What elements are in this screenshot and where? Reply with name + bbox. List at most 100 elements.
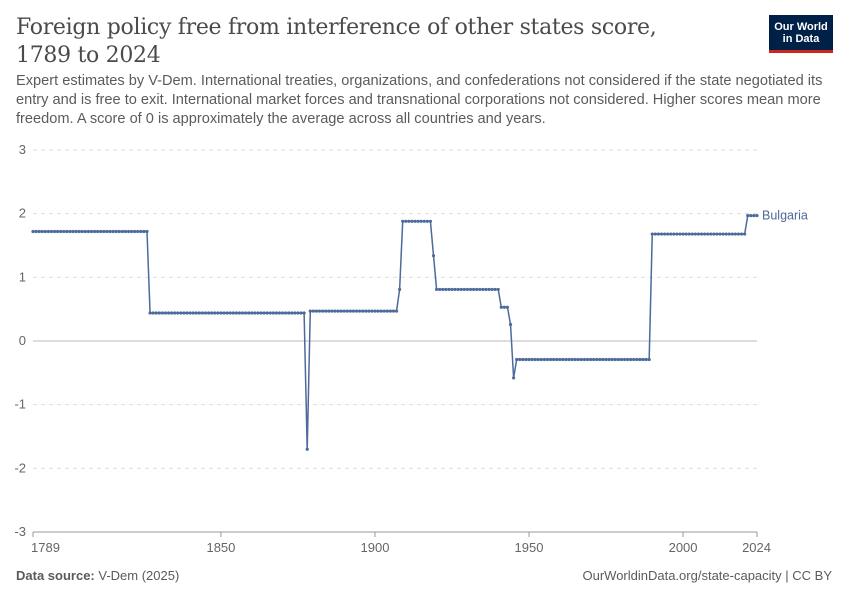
data-point[interactable] xyxy=(173,311,177,315)
data-point[interactable] xyxy=(225,311,229,315)
data-point[interactable] xyxy=(582,357,587,362)
data-point[interactable] xyxy=(524,357,528,362)
data-point[interactable] xyxy=(136,229,140,234)
data-point[interactable] xyxy=(616,357,620,362)
data-point[interactable] xyxy=(622,357,627,362)
data-point[interactable] xyxy=(345,309,349,313)
data-point[interactable] xyxy=(163,311,168,315)
data-point[interactable] xyxy=(518,357,522,362)
data-point[interactable] xyxy=(219,311,223,315)
data-point[interactable] xyxy=(536,357,540,362)
data-point[interactable] xyxy=(743,232,747,236)
data-point[interactable] xyxy=(545,357,550,362)
data-point[interactable] xyxy=(179,311,183,315)
data-point[interactable] xyxy=(52,229,57,234)
data-point[interactable] xyxy=(296,311,300,315)
owid-logo[interactable]: Our World in Data xyxy=(769,15,833,53)
source-url[interactable]: OurWorldinData.org/state-capacity | CC B… xyxy=(582,568,832,583)
data-point[interactable] xyxy=(589,357,593,362)
data-point[interactable] xyxy=(718,232,722,236)
data-point[interactable] xyxy=(342,309,346,313)
data-point[interactable] xyxy=(188,311,192,315)
series-label[interactable]: Bulgaria xyxy=(762,209,808,223)
data-point[interactable] xyxy=(89,229,94,234)
data-point[interactable] xyxy=(357,309,362,313)
data-point[interactable] xyxy=(552,357,556,362)
data-point[interactable] xyxy=(86,229,91,234)
data-point[interactable] xyxy=(496,287,500,292)
data-point[interactable] xyxy=(573,357,577,362)
data-point[interactable] xyxy=(253,311,257,315)
data-point[interactable] xyxy=(287,311,291,315)
data-point[interactable] xyxy=(462,287,466,292)
data-point[interactable] xyxy=(690,232,694,236)
data-point[interactable] xyxy=(669,232,673,236)
data-point[interactable] xyxy=(99,229,103,234)
data-point[interactable] xyxy=(558,357,562,362)
data-point[interactable] xyxy=(59,229,63,234)
data-point[interactable] xyxy=(207,311,211,315)
data-point[interactable] xyxy=(148,311,152,315)
data-point[interactable] xyxy=(598,357,602,362)
data-point[interactable] xyxy=(139,229,143,234)
data-point[interactable] xyxy=(385,309,389,313)
data-point[interactable] xyxy=(367,309,371,313)
data-point[interactable] xyxy=(40,229,44,234)
data-point[interactable] xyxy=(394,309,399,313)
data-point[interactable] xyxy=(191,311,195,315)
data-point[interactable] xyxy=(610,357,614,362)
series-bulgaria[interactable]: Bulgaria xyxy=(31,209,808,451)
data-point[interactable] xyxy=(284,311,288,315)
data-point[interactable] xyxy=(555,357,559,362)
data-point[interactable] xyxy=(197,311,201,315)
data-point[interactable] xyxy=(592,357,596,362)
data-point[interactable] xyxy=(404,219,408,223)
data-point[interactable] xyxy=(638,357,642,362)
data-point[interactable] xyxy=(308,309,312,313)
data-point[interactable] xyxy=(373,309,377,313)
data-point[interactable] xyxy=(305,447,309,451)
data-point[interactable] xyxy=(268,311,272,315)
data-point[interactable] xyxy=(102,229,106,234)
data-point[interactable] xyxy=(46,229,51,234)
data-point[interactable] xyxy=(696,232,701,236)
data-point[interactable] xyxy=(280,311,285,315)
data-point[interactable] xyxy=(444,287,448,292)
data-point[interactable] xyxy=(533,357,537,362)
data-point[interactable] xyxy=(351,309,356,313)
data-point[interactable] xyxy=(585,357,590,362)
data-point[interactable] xyxy=(512,376,516,380)
data-point[interactable] xyxy=(293,311,297,315)
data-point[interactable] xyxy=(43,229,47,234)
data-point[interactable] xyxy=(515,357,519,362)
data-point[interactable] xyxy=(382,309,386,313)
data-point[interactable] xyxy=(629,357,633,362)
data-point[interactable] xyxy=(271,311,275,315)
data-point[interactable] xyxy=(170,311,174,315)
data-point[interactable] xyxy=(234,311,238,315)
data-point[interactable] xyxy=(666,232,670,236)
data-point[interactable] xyxy=(200,311,205,315)
data-point[interactable] xyxy=(247,311,251,315)
data-point[interactable] xyxy=(262,311,266,315)
data-point[interactable] xyxy=(216,311,220,315)
data-point[interactable] xyxy=(659,232,664,236)
data-point[interactable] xyxy=(450,287,454,292)
data-point[interactable] xyxy=(681,232,685,236)
data-point[interactable] xyxy=(730,232,734,236)
data-point[interactable] xyxy=(527,357,531,362)
data-point[interactable] xyxy=(416,219,420,223)
data-point[interactable] xyxy=(370,309,374,313)
data-point[interactable] xyxy=(595,357,599,362)
data-point[interactable] xyxy=(314,309,319,313)
data-point[interactable] xyxy=(647,357,651,362)
data-point[interactable] xyxy=(240,311,245,315)
data-point[interactable] xyxy=(77,229,81,234)
data-point[interactable] xyxy=(176,311,180,315)
data-point[interactable] xyxy=(721,232,725,236)
data-point[interactable] xyxy=(755,213,759,218)
data-point[interactable] xyxy=(129,229,134,234)
data-point[interactable] xyxy=(330,309,334,313)
data-point[interactable] xyxy=(327,309,331,313)
data-point[interactable] xyxy=(83,229,87,234)
